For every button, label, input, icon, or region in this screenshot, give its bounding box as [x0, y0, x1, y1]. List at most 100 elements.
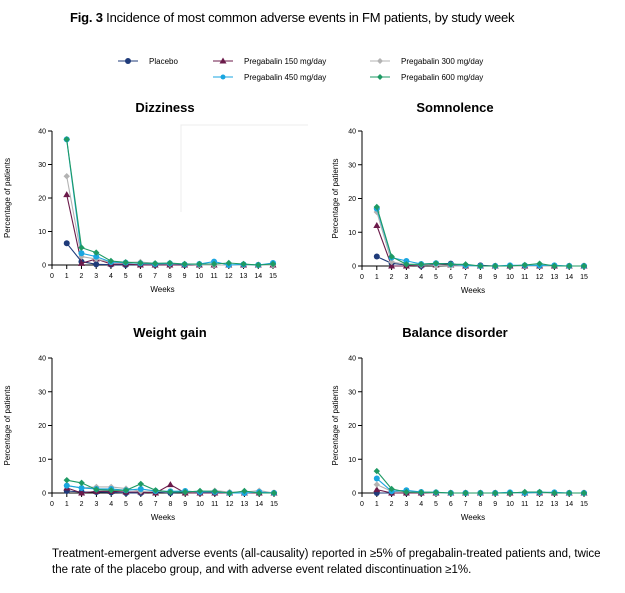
x-tick-label: 5	[434, 274, 438, 281]
x-tick-label: 13	[240, 273, 248, 280]
y-tick-label: 20	[38, 423, 46, 430]
data-point	[580, 262, 588, 270]
data-point	[152, 487, 159, 494]
legend-marker-circle-icon	[213, 74, 233, 80]
data-point	[462, 261, 469, 268]
data-point	[63, 240, 70, 247]
data-point	[462, 489, 469, 497]
artifact-frame	[180, 124, 308, 212]
x-tick-label: 12	[225, 273, 233, 280]
data-point	[63, 136, 70, 143]
x-tick-label: 12	[536, 501, 544, 508]
data-point	[269, 260, 277, 268]
data-point	[536, 260, 543, 267]
x-tick-label: 3	[404, 274, 408, 281]
data-point	[211, 488, 218, 495]
data-point	[240, 260, 247, 268]
figure-caption: Treatment-emergent adverse events (all-c…	[52, 548, 601, 576]
x-tick-label: 11	[521, 501, 528, 508]
x-tick-label: 5	[124, 273, 128, 280]
x-tick-label: 2	[390, 274, 394, 281]
y-axis-label: Percentage of patients	[3, 158, 12, 238]
y-tick-label: 30	[348, 162, 356, 169]
x-tick-label: 15	[270, 501, 278, 508]
legend-label: Pregabalin 150 mg/day	[244, 56, 327, 66]
x-tick-label: 3	[94, 501, 98, 508]
data-point	[373, 486, 381, 493]
y-axis-label: Percentage of patients	[331, 385, 340, 465]
data-point	[432, 260, 440, 267]
data-point	[256, 489, 263, 497]
data-point	[93, 249, 100, 256]
x-tick-label: 11	[211, 501, 218, 508]
data-point	[551, 489, 558, 497]
legend-item-pregabalin-300: Pregabalin 300 mg/day	[369, 55, 483, 67]
y-tick-label: 0	[42, 263, 46, 270]
y-axis-label: Percentage of patients	[3, 385, 12, 465]
data-point	[63, 191, 71, 198]
x-tick-label: 10	[506, 274, 514, 281]
x-tick-label: 0	[360, 501, 364, 508]
data-point	[167, 488, 174, 496]
data-point	[63, 173, 70, 180]
y-tick-label: 30	[348, 389, 356, 396]
series-line-pregabalin-450-mg-day	[376, 208, 584, 267]
x-tick-label: 1	[65, 501, 69, 508]
x-tick-label: 2	[80, 501, 84, 508]
data-point	[181, 260, 188, 268]
data-point	[78, 250, 85, 257]
x-tick-label: 11	[210, 273, 217, 280]
x-tick-label: 4	[109, 501, 113, 508]
data-point	[506, 489, 514, 497]
data-point	[388, 262, 396, 269]
data-point	[137, 480, 144, 488]
chart-title-weight-gain: Weight gain	[133, 325, 207, 340]
series-pregabalin-600-mg-day	[373, 467, 588, 497]
chart-title-dizziness: Dizziness	[135, 100, 195, 115]
data-point	[77, 259, 85, 266]
figure-label: Fig. 3	[70, 10, 103, 25]
x-tick-label: 0	[50, 273, 54, 280]
series-line-pregabalin-600-mg-day	[66, 139, 274, 266]
data-point	[521, 488, 528, 496]
y-tick-label: 20	[348, 196, 356, 203]
data-point	[373, 222, 381, 228]
x-tick-label: 13	[241, 501, 249, 508]
legend-marker-triangle-icon	[213, 57, 233, 64]
data-point	[506, 262, 514, 270]
x-tick-label: 1	[375, 501, 379, 508]
x-tick-label: 8	[478, 501, 482, 508]
x-tick-label: 7	[153, 273, 157, 280]
y-tick-label: 40	[348, 129, 356, 136]
data-point	[521, 261, 528, 269]
legend-label: Placebo	[149, 56, 178, 66]
legend-item-pregabalin-150: Pregabalin 150 mg/day	[212, 55, 326, 67]
chart-title-somnolence: Somnolence	[416, 100, 494, 115]
data-point	[388, 258, 395, 266]
y-tick-label: 10	[348, 457, 356, 464]
chart-title-balance-disorder: Balance disorder	[402, 325, 508, 340]
data-point	[477, 489, 484, 497]
y-tick-label: 40	[348, 356, 356, 363]
x-tick-label: 0	[360, 274, 364, 281]
data-point	[93, 486, 100, 493]
x-tick-label: 8	[168, 501, 172, 508]
x-tick-label: 1	[65, 273, 69, 280]
data-point	[196, 487, 204, 495]
y-tick-label: 40	[38, 129, 46, 136]
x-tick-label: 5	[434, 501, 438, 508]
y-tick-label: 0	[352, 491, 356, 498]
legend-label: Pregabalin 600 mg/day	[401, 72, 484, 82]
data-point	[78, 489, 86, 496]
x-tick-label: 6	[449, 501, 453, 508]
data-point	[93, 261, 100, 268]
data-point	[388, 253, 395, 260]
x-tick-label: 7	[464, 274, 468, 281]
legend-item-pregabalin-600: Pregabalin 600 mg/day	[369, 71, 483, 83]
x-tick-label: 2	[80, 273, 84, 280]
x-tick-label: 6	[449, 274, 453, 281]
series-line-pregabalin-450-mg-day	[66, 139, 274, 266]
